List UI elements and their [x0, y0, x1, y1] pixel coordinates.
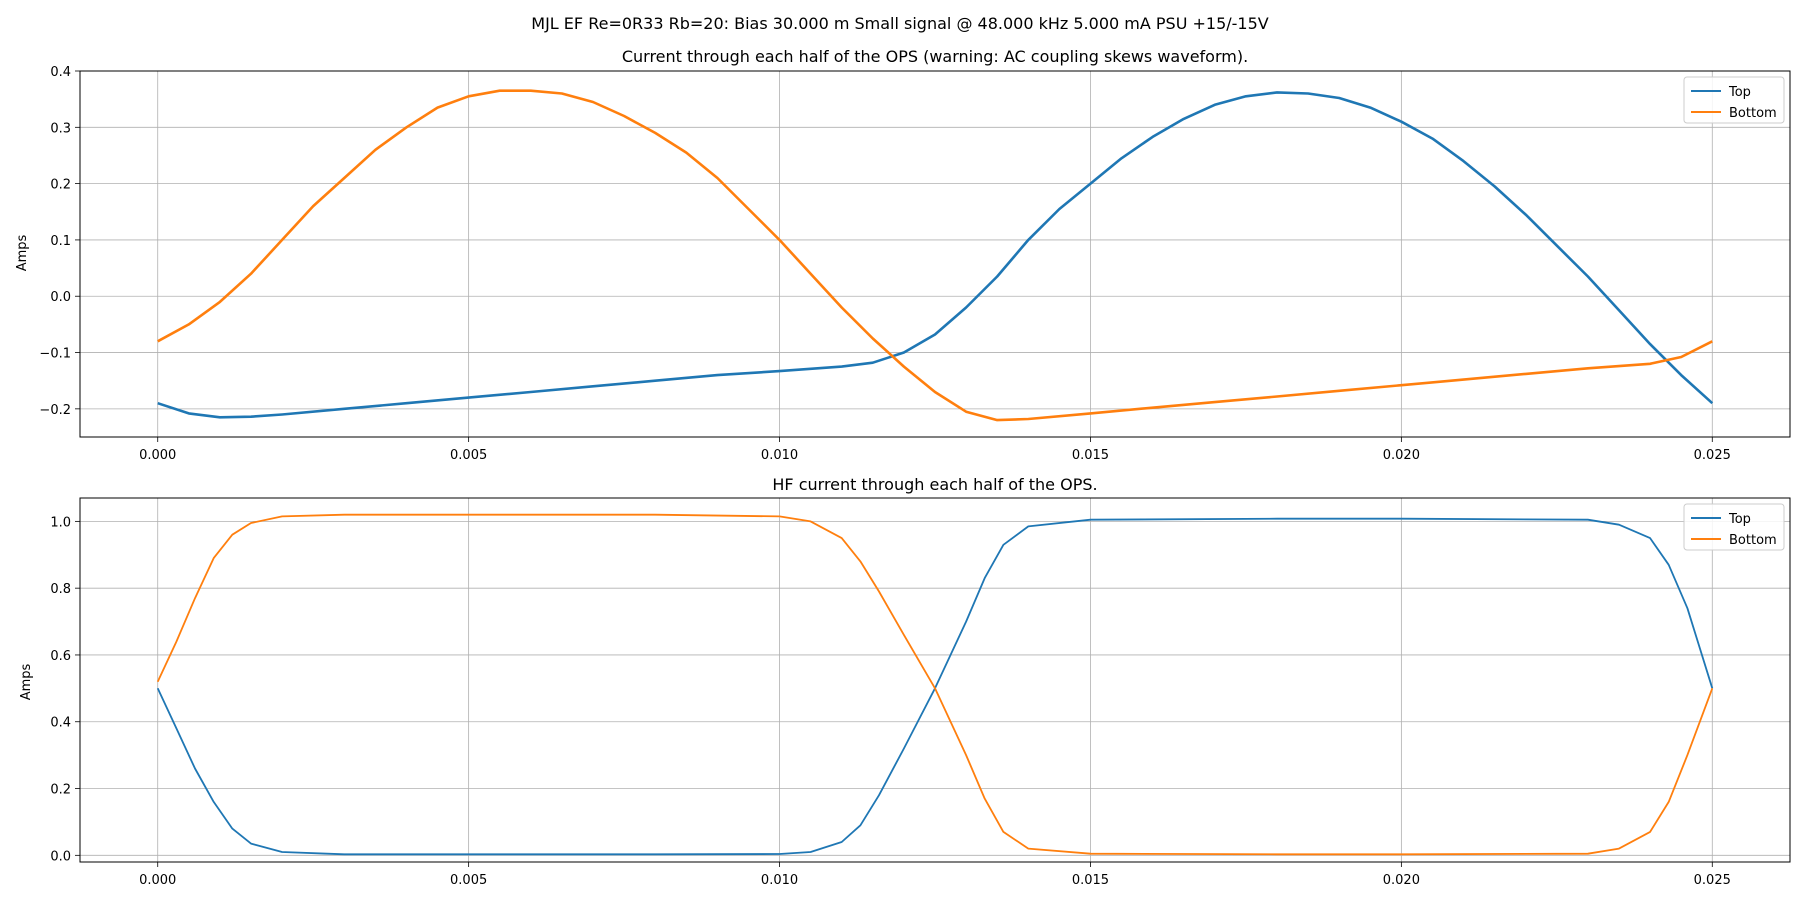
plot-area: 0.000 0.005 0.010 0.015 0.020 0.025 0.0 0.2 0.4 0… — [50, 497, 1791, 888]
series-line-bottom — [156, 513, 1714, 856]
x-tick-label: 0.010 — [761, 448, 798, 463]
y-axis-label: Amps — [19, 663, 34, 700]
x-tick-label: 0.015 — [1072, 448, 1109, 463]
legend-label-bottom: Bottom — [1729, 106, 1777, 121]
series-line-top — [156, 517, 1714, 856]
legend-label-bottom: Bottom — [1729, 533, 1777, 548]
x-tick-label: 0.020 — [1383, 873, 1420, 888]
x-tick-label: 0.005 — [450, 873, 487, 888]
y-axis-label: Amps — [15, 234, 30, 271]
y-tick-label: −0.2 — [39, 403, 71, 418]
x-tick-label: 0.000 — [139, 873, 176, 888]
y-tick-label: 0.2 — [50, 783, 71, 798]
series-line-bottom — [157, 89, 1713, 422]
chart-title: Current through each half of the OPS (wa… — [622, 47, 1248, 66]
axes-frame — [79, 70, 1791, 438]
y-tick-label: 0.3 — [50, 121, 71, 136]
x-tick-label: 0.025 — [1694, 873, 1731, 888]
y-tick-label: 0.8 — [50, 582, 71, 597]
x-tick-label: 0.000 — [139, 448, 176, 463]
y-tick-label: 0.1 — [50, 234, 71, 249]
y-tick-label: 0.6 — [50, 649, 71, 664]
chart-top-panel: Current through each half of the OPS (wa… — [15, 47, 1791, 463]
x-tick-label: 0.015 — [1072, 873, 1109, 888]
y-tick-label: 0.4 — [50, 716, 71, 731]
legend: Top Bottom — [1683, 503, 1785, 551]
y-tick-label: 0.2 — [50, 178, 71, 193]
y-tick-label: 1.0 — [50, 515, 71, 530]
figure-suptitle: MJL EF Re=0R33 Rb=20: Bias 30.000 m Smal… — [531, 14, 1269, 33]
chart-title: HF current through each half of the OPS. — [772, 475, 1097, 494]
y-tick-label: 0.0 — [50, 290, 71, 305]
x-tick-label: 0.005 — [450, 448, 487, 463]
y-tick-label: 0.4 — [50, 65, 71, 80]
legend-label-top: Top — [1728, 85, 1751, 100]
axes-frame — [79, 497, 1791, 863]
legend-label-top: Top — [1728, 512, 1751, 527]
legend: Top Bottom — [1683, 76, 1785, 124]
series-line-top — [157, 91, 1714, 419]
chart-bottom-panel: HF current through each half of the OPS.… — [19, 475, 1791, 888]
x-tick-label: 0.010 — [761, 873, 798, 888]
x-tick-label: 0.020 — [1383, 448, 1420, 463]
x-tick-label: 0.025 — [1694, 448, 1731, 463]
y-tick-label: 0.0 — [50, 849, 71, 864]
y-tick-label: −0.1 — [39, 347, 71, 362]
plot-area: 0.000 0.005 0.010 0.015 0.020 0.025 −0.2 −0.1 0.… — [39, 65, 1791, 463]
